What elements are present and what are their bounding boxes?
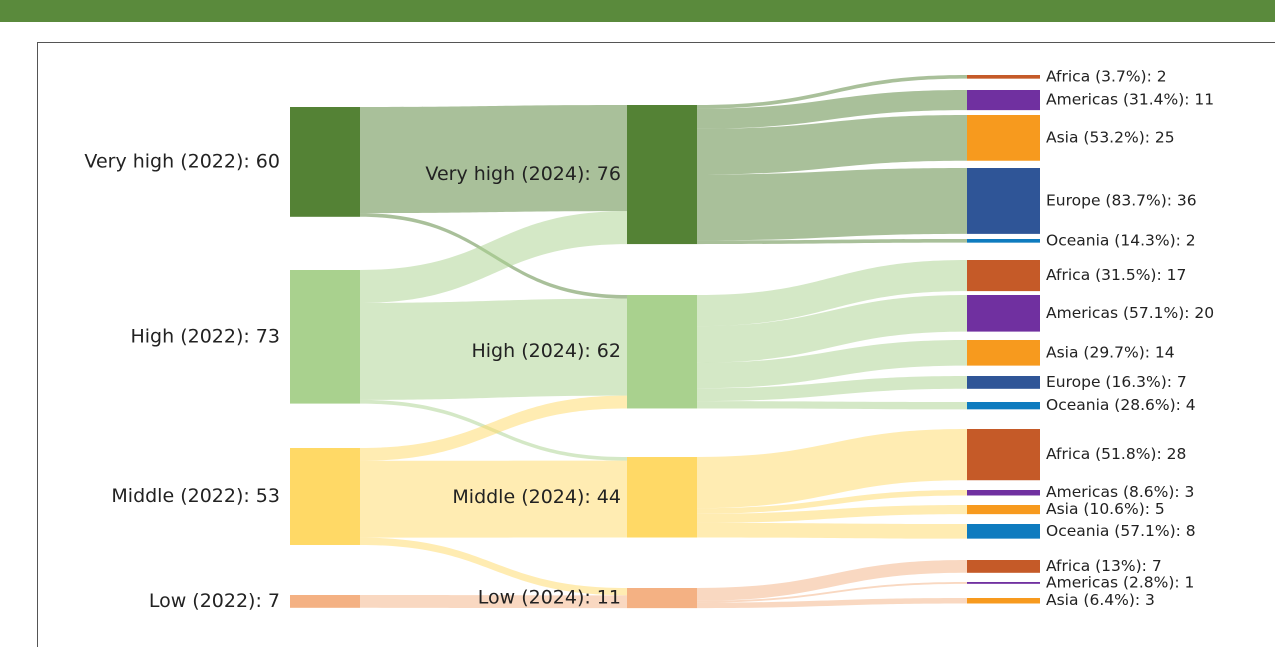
- node-label: Asia (29.7%): 14: [1046, 343, 1175, 361]
- link: [697, 90, 967, 129]
- node-label: High (2022): 73: [130, 325, 280, 347]
- node: [967, 340, 1040, 366]
- link: [360, 298, 627, 400]
- node: [627, 588, 697, 609]
- node-label: Africa (3.7%): 2: [1046, 67, 1167, 85]
- node: [627, 105, 697, 245]
- link: [697, 115, 967, 175]
- nodes: Very high (2022): 60 High (2022): 73 Middl…: [84, 67, 1214, 612]
- node: [290, 107, 360, 217]
- node-label: Oceania (57.1%): 8: [1046, 522, 1196, 540]
- node: [290, 270, 360, 404]
- node-label: Very high (2024): 76: [425, 163, 621, 185]
- node: [967, 75, 1040, 79]
- link: [360, 460, 627, 538]
- node-label: Asia (10.6%): 5: [1046, 500, 1165, 518]
- node-label: Americas (8.6%): 3: [1046, 483, 1194, 501]
- node-label: Americas (31.4%): 11: [1046, 91, 1214, 109]
- link: [697, 560, 967, 601]
- link: [697, 522, 967, 539]
- link: [697, 295, 967, 363]
- node: [967, 560, 1040, 573]
- header-bar: [0, 0, 1275, 22]
- link: [697, 429, 967, 509]
- node-label: Middle (2022): 53: [111, 485, 280, 507]
- node: [967, 115, 1040, 161]
- node-label: Africa (13%): 7: [1046, 557, 1162, 575]
- node-label: Africa (31.5%): 17: [1046, 266, 1186, 284]
- link: [697, 239, 967, 245]
- node: [967, 295, 1040, 332]
- node: [967, 582, 1040, 584]
- node-label: Europe (16.3%): 7: [1046, 373, 1187, 391]
- link: [697, 260, 967, 327]
- node-label: Americas (57.1%): 20: [1046, 304, 1214, 322]
- node: [967, 505, 1040, 515]
- node: [967, 90, 1040, 111]
- link: [360, 595, 627, 609]
- link: [360, 395, 627, 461]
- link: [697, 401, 967, 410]
- node-label: Europe (83.7%): 36: [1046, 191, 1197, 209]
- node-label: High (2024): 62: [471, 340, 621, 362]
- node: [967, 168, 1040, 234]
- link: [697, 376, 967, 402]
- node-label: Low (2022): 7: [149, 590, 280, 612]
- link: [360, 537, 627, 596]
- node-label: Asia (53.2%): 25: [1046, 128, 1175, 146]
- node-label: Asia (6.4%): 3: [1046, 591, 1155, 609]
- node: [967, 490, 1040, 496]
- link: [360, 211, 627, 303]
- node: [967, 429, 1040, 481]
- node: [967, 524, 1040, 539]
- link: [360, 105, 627, 214]
- node-label: Very high (2022): 60: [84, 150, 280, 172]
- links: [360, 75, 967, 609]
- node: [967, 239, 1040, 243]
- node: [967, 598, 1040, 604]
- node-label: Americas (2.8%): 1: [1046, 573, 1194, 591]
- node-label: Africa (51.8%): 28: [1046, 445, 1186, 463]
- link: [697, 505, 967, 523]
- node: [290, 448, 360, 545]
- link: [697, 490, 967, 514]
- node: [967, 376, 1040, 389]
- node: [967, 402, 1040, 410]
- node: [627, 295, 697, 409]
- link: [697, 168, 967, 241]
- link: [697, 582, 967, 603]
- node: [627, 457, 697, 538]
- node-label: Low (2024): 11: [478, 587, 621, 609]
- node-label: Oceania (28.6%): 4: [1046, 396, 1196, 414]
- link: [697, 75, 967, 109]
- frame: [37, 42, 1275, 647]
- node: [967, 260, 1040, 292]
- node-label: Middle (2024): 44: [452, 486, 621, 508]
- node: [290, 595, 360, 608]
- link: [697, 340, 967, 389]
- link: [697, 598, 967, 609]
- node-label: Oceania (14.3%): 2: [1046, 231, 1196, 249]
